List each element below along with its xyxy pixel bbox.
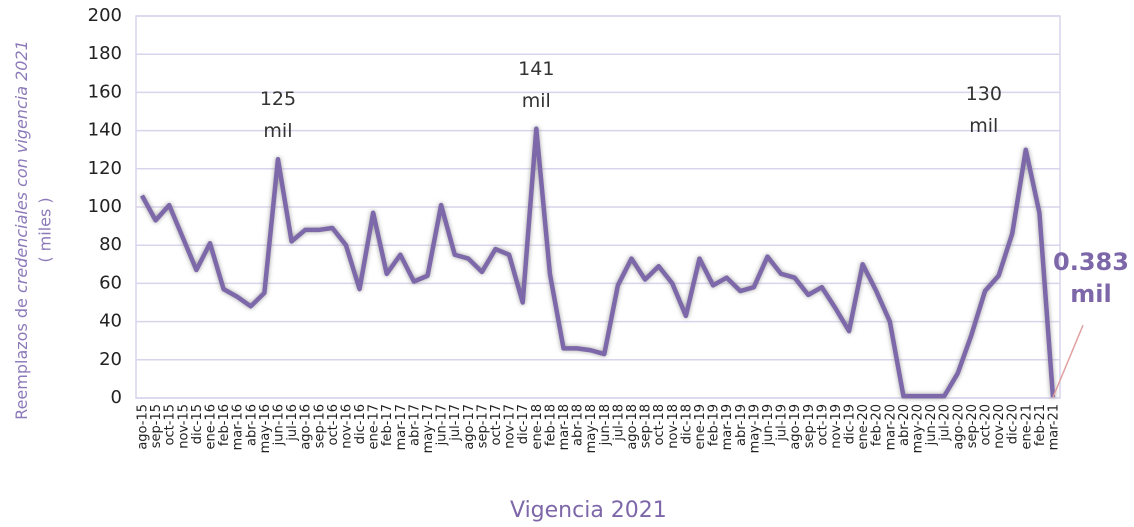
x-tick-label: ene-16 [203,404,218,449]
y-tick-label: 120 [88,158,122,179]
x-tick-label: sep-17 [475,404,490,448]
x-tick-label: ago-19 [788,404,803,450]
x-tick-label: nov-18 [666,404,681,449]
y-label-part: Reemplazos de [12,293,31,420]
x-tick-label: nov-17 [503,404,518,449]
x-tick-label: jun-18 [598,404,613,446]
y-tick-label: 80 [99,234,122,255]
x-tick-label: feb-16 [217,404,232,446]
x-tick-label: sep-16 [312,404,327,448]
x-tick-label: feb-18 [543,404,558,446]
x-tick-label: abr-16 [244,404,259,446]
x-tick-label: ene-18 [530,404,545,449]
y-tick-label: 20 [99,349,122,370]
x-tick-label: nov-15 [176,404,191,449]
x-tick-label: abr-19 [734,404,749,446]
x-tick-label: ene-21 [1019,404,1034,449]
y-tick-label: 40 [99,311,122,332]
x-tick-label: dic-18 [679,404,694,444]
x-tick-label: ene-19 [693,404,708,449]
x-tick-label: dic-17 [516,404,531,444]
x-tick-label: may-19 [747,404,762,453]
x-tick-label: ago-18 [625,404,640,450]
x-tick-label: may-16 [258,404,273,453]
x-tick-label: dic-15 [190,404,205,444]
x-tick-label: dic-19 [843,404,858,444]
x-tick-label: feb-21 [1033,404,1048,446]
value-label: 141 mil [518,57,555,112]
x-tick-label: mar-16 [231,404,246,450]
y-axis-label-unit: ( miles ) [36,197,55,262]
legend-label: Vigencia 2021 [510,498,667,523]
x-tick-label: jun-19 [761,404,776,446]
x-tick-label: ene-17 [367,404,382,449]
x-tick-label: jul-18 [611,404,626,442]
x-tick-label: jul-16 [285,404,300,442]
plot-border [135,15,1061,399]
x-tick-label: oct-16 [326,404,341,445]
x-tick-label: nov-16 [339,404,354,449]
y-tick-label: 200 [88,5,122,26]
y-tick-label: 160 [88,81,122,102]
x-tick-label: jul-20 [938,404,953,442]
x-tick-label: may-18 [584,404,599,453]
leader-line [1052,324,1084,398]
x-tick-label: jul-17 [448,404,463,442]
x-tick-label: ago-15 [136,404,151,450]
x-tick-label: may-17 [421,404,436,453]
x-tick-label: sep-18 [639,404,654,448]
x-tick-label: oct-18 [652,404,667,445]
value-label: 130 mil [965,82,1002,137]
x-tick-label: sep-20 [965,404,980,448]
x-tick-label: feb-19 [707,404,722,446]
x-tick-label: jun-17 [435,404,450,446]
x-tick-label: ago-20 [951,404,966,450]
x-tick-label: jun-20 [924,404,939,446]
x-tick-label: mar-19 [720,404,735,450]
value-label: 125 mil [259,88,297,143]
x-tick-label: dic-20 [1006,404,1021,444]
x-tick-label: nov-19 [829,404,844,449]
x-tick-label: jul-19 [775,404,790,442]
x-tick-label: ago-17 [462,404,477,450]
y-tick-label: 140 [88,120,122,141]
x-tick-label: abr-20 [897,404,912,446]
x-tick-label: oct-17 [489,404,504,445]
x-tick-label: feb-20 [870,404,885,446]
y-tick-label: 180 [88,43,122,64]
x-tick-label: may-20 [911,404,926,453]
x-tick-label: mar-21 [1047,404,1062,450]
value-label: 0.383 mil [1053,248,1129,309]
x-tick-label: abr-18 [571,404,586,446]
x-tick-label: dic-16 [353,404,368,444]
x-tick-label: mar-20 [883,404,898,450]
x-tick-label: abr-17 [407,404,422,446]
x-tick-label: sep-19 [802,404,817,448]
y-tick-label: 0 [111,387,122,408]
series-line [140,126,1056,399]
x-tick-label: feb-17 [380,404,395,446]
y-axis-label: Reemplazos de credenciales con vigencia … [12,40,31,420]
x-tick-label: oct-19 [815,404,830,445]
x-tick-label: ago-16 [299,404,314,450]
x-tick-label: mar-18 [557,404,572,450]
x-tick-label: oct-20 [979,404,994,445]
x-tick-label: ene-20 [856,404,871,449]
x-tick-label: sep-15 [149,404,164,448]
x-tick-label: jun-16 [271,404,286,446]
x-tick-label: oct-15 [163,404,178,445]
x-tick-label: mar-17 [394,404,409,450]
y-tick-label: 60 [99,272,122,293]
y-label-part: credenciales con vigencia 2021 [12,40,31,293]
y-tick-label: 100 [88,196,122,217]
x-tick-label: nov-20 [992,404,1007,449]
